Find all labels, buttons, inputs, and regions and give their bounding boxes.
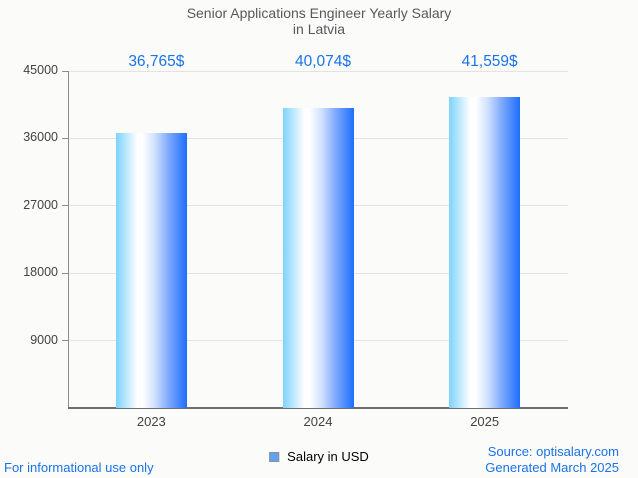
y-axis-tick bbox=[62, 205, 68, 207]
legend-swatch-icon bbox=[269, 451, 280, 462]
bar-2023[interactable] bbox=[115, 132, 187, 408]
bar-value-label: 40,074$ bbox=[294, 53, 352, 70]
source-link[interactable]: Source: optisalary.com bbox=[487, 444, 619, 459]
disclaimer-text: For informational use only bbox=[4, 460, 154, 475]
x-tick-label: 2023 bbox=[136, 414, 166, 429]
x-tick-label: 2025 bbox=[470, 414, 500, 429]
y-axis-tick bbox=[62, 272, 68, 274]
y-tick-label: 9000 bbox=[30, 332, 58, 347]
chart-title-line1: Senior Applications Engineer Yearly Sala… bbox=[186, 5, 452, 21]
y-axis-tick bbox=[62, 70, 68, 72]
y-tick-label: 27000 bbox=[23, 197, 58, 212]
x-axis-baseline bbox=[68, 407, 568, 409]
bar-2025[interactable] bbox=[449, 96, 521, 408]
x-tick-label: 2024 bbox=[303, 414, 333, 429]
y-tick-label: 18000 bbox=[23, 265, 58, 280]
bar-value-label: 36,765$ bbox=[128, 53, 185, 70]
bar-value-label: 41,559$ bbox=[461, 53, 518, 70]
y-axis-tick bbox=[62, 137, 68, 139]
y-axis-line bbox=[68, 71, 69, 408]
chart-title-line2: in Latvia bbox=[292, 21, 346, 37]
source-block: Source: optisalary.com Generated March 2… bbox=[485, 444, 619, 475]
generated-date: Generated March 2025 bbox=[485, 459, 619, 475]
y-axis-tick bbox=[62, 340, 68, 342]
bar-2024[interactable] bbox=[282, 107, 354, 408]
y-tick-label: 36000 bbox=[23, 130, 58, 145]
chart-title: Senior Applications Engineer Yearly Sala… bbox=[0, 5, 638, 37]
gridline bbox=[68, 70, 568, 72]
legend-label: Salary in USD bbox=[287, 449, 369, 464]
legend[interactable]: Salary in USD bbox=[269, 449, 369, 464]
y-tick-label: 45000 bbox=[23, 63, 58, 77]
